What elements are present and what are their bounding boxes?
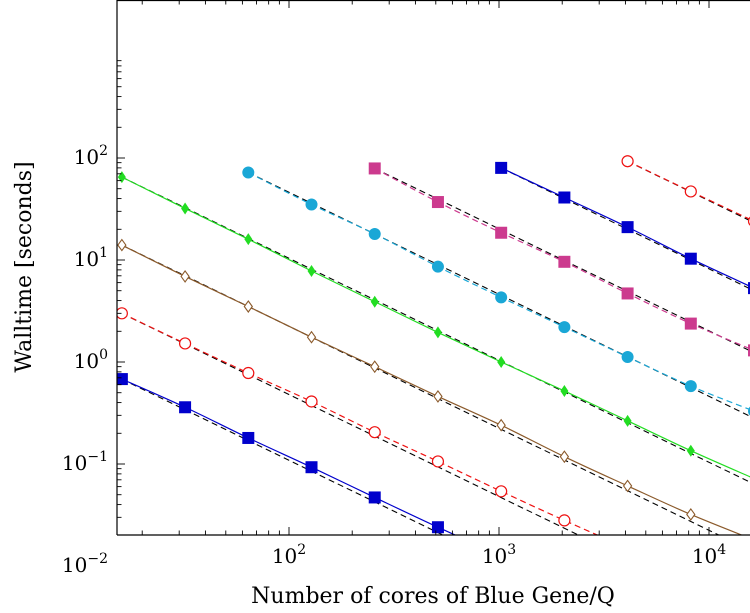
data-point-square	[431, 196, 444, 209]
y-axis-label: Walltime [seconds]	[12, 161, 37, 372]
data-point-open-circle	[431, 455, 445, 468]
data-point-square	[179, 401, 192, 414]
series-line	[121, 244, 744, 535]
data-point-open-diamond	[433, 389, 443, 403]
x-axis-label: Number of cores of Blue Gene/Q	[251, 584, 615, 609]
data-point-square	[684, 317, 697, 330]
y-tick-label: 102	[74, 143, 108, 169]
data-point-open-circle	[178, 337, 192, 350]
x-tick-label: 104	[692, 542, 726, 568]
data-point-diamond	[117, 171, 126, 184]
data-markers	[117, 155, 750, 606]
data-point-square	[305, 461, 318, 474]
data-point-open-circle	[558, 514, 571, 527]
data-point-circle	[495, 291, 508, 304]
data-point-square	[748, 282, 750, 295]
y-tick-label: 10−2	[62, 551, 108, 577]
data-point-circle	[621, 350, 634, 363]
data-point-diamond	[433, 326, 442, 339]
data-point-open-circle	[684, 185, 697, 198]
data-point-square	[621, 221, 634, 234]
data-point-square	[748, 344, 750, 357]
data-point-open-diamond	[117, 238, 127, 252]
data-point-open-circle	[305, 395, 318, 408]
data-point-diamond	[307, 265, 316, 278]
y-tick-label: 10−1	[62, 449, 108, 475]
data-point-diamond	[686, 444, 695, 457]
axes	[116, 0, 750, 536]
data-point-circle	[305, 198, 318, 211]
data-point-open-diamond	[370, 360, 380, 374]
data-point-square	[368, 162, 381, 175]
data-point-square	[684, 252, 697, 265]
data-point-open-diamond	[622, 479, 633, 493]
data-point-open-diamond	[686, 508, 696, 521]
data-point-circle	[431, 260, 444, 273]
series-line	[121, 378, 457, 535]
data-point-square	[495, 226, 508, 239]
data-point-diamond	[497, 356, 506, 368]
data-point-circle	[368, 227, 381, 240]
data-point-square	[558, 255, 571, 268]
data-point-open-circle	[117, 307, 128, 320]
data-point-diamond	[181, 202, 190, 215]
data-point-open-diamond	[496, 418, 506, 432]
x-tick-label: 103	[482, 542, 516, 568]
data-point-square	[621, 287, 634, 300]
data-point-square	[622, 594, 634, 606]
data-point-square	[368, 491, 381, 504]
data-point-open-diamond	[306, 330, 317, 344]
data-point-diamond	[244, 233, 253, 246]
data-point-open-circle	[242, 366, 255, 380]
data-point-square	[495, 161, 508, 174]
data-point-diamond	[370, 295, 379, 308]
tick-labels: 102 103 104 10−2 10−1 100 101 102	[62, 143, 726, 577]
data-point-open-circle	[685, 568, 696, 579]
data-point-open-circle	[622, 543, 633, 554]
data-point-diamond	[623, 414, 632, 427]
data-point-square	[431, 521, 444, 534]
data-point-open-diamond	[243, 300, 253, 313]
data-point-square	[558, 191, 571, 204]
data-point-circle	[684, 380, 697, 393]
data-point-open-circle	[621, 155, 634, 168]
data-point-diamond	[560, 384, 569, 397]
y-tick-label: 101	[74, 245, 108, 271]
data-point-open-diamond	[559, 450, 570, 464]
data-point-circle	[242, 166, 255, 179]
ideal-scaling-lines	[121, 160, 750, 535]
series-line	[121, 312, 599, 535]
data-point-square	[242, 431, 255, 444]
x-tick-label: 102	[272, 542, 306, 568]
data-point-square	[117, 373, 128, 386]
data-point-circle	[558, 321, 571, 334]
data-point-open-circle	[368, 426, 381, 439]
y-tick-label: 100	[74, 347, 108, 373]
data-point-open-diamond	[180, 270, 190, 283]
data-point-open-circle	[495, 485, 508, 498]
